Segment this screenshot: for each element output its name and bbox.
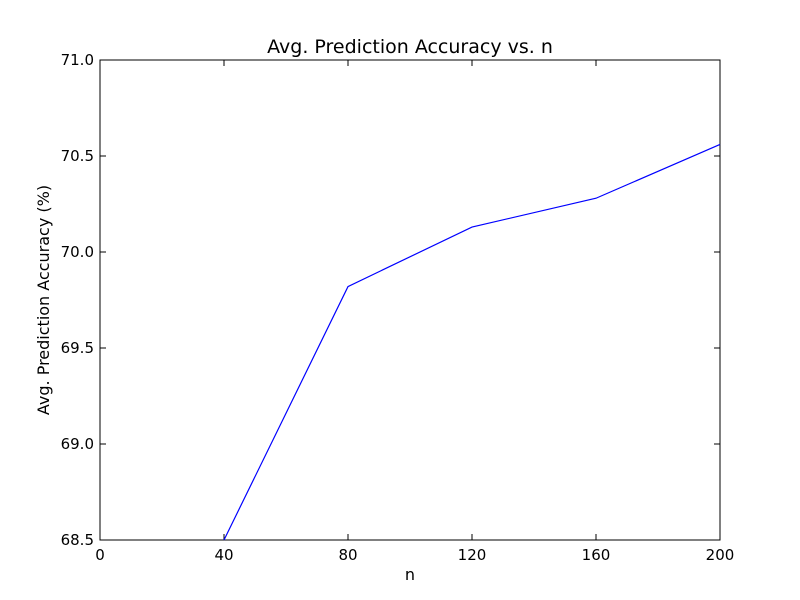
x-tick-label: 160 [582,546,611,564]
series-layer [223,143,721,541]
x-tick-label: 0 [95,546,105,564]
x-tick-label: 120 [458,546,487,564]
y-tick-label: 71.0 [61,51,94,69]
y-tick-label: 70.5 [61,147,94,165]
axis-ticks: 0 40 80 120 160 200 68.5 69.0 69.5 70.0 70.5 71.0 [61,51,735,564]
y-tick-label: 70.0 [61,243,94,261]
plot-area [99,59,721,541]
y-tick-label: 69.0 [61,435,94,453]
y-tick-label: 69.5 [61,339,94,357]
x-tick-label: 80 [338,546,357,564]
y-axis-label: Avg. Prediction Accuracy (%) [34,185,53,415]
x-axis-label: n [405,565,415,584]
x-tick-label: 40 [214,546,233,564]
y-tick-label: 68.5 [61,531,94,549]
x-tick-label: 200 [706,546,735,564]
chart-title: Avg. Prediction Accuracy vs. n [267,36,553,58]
